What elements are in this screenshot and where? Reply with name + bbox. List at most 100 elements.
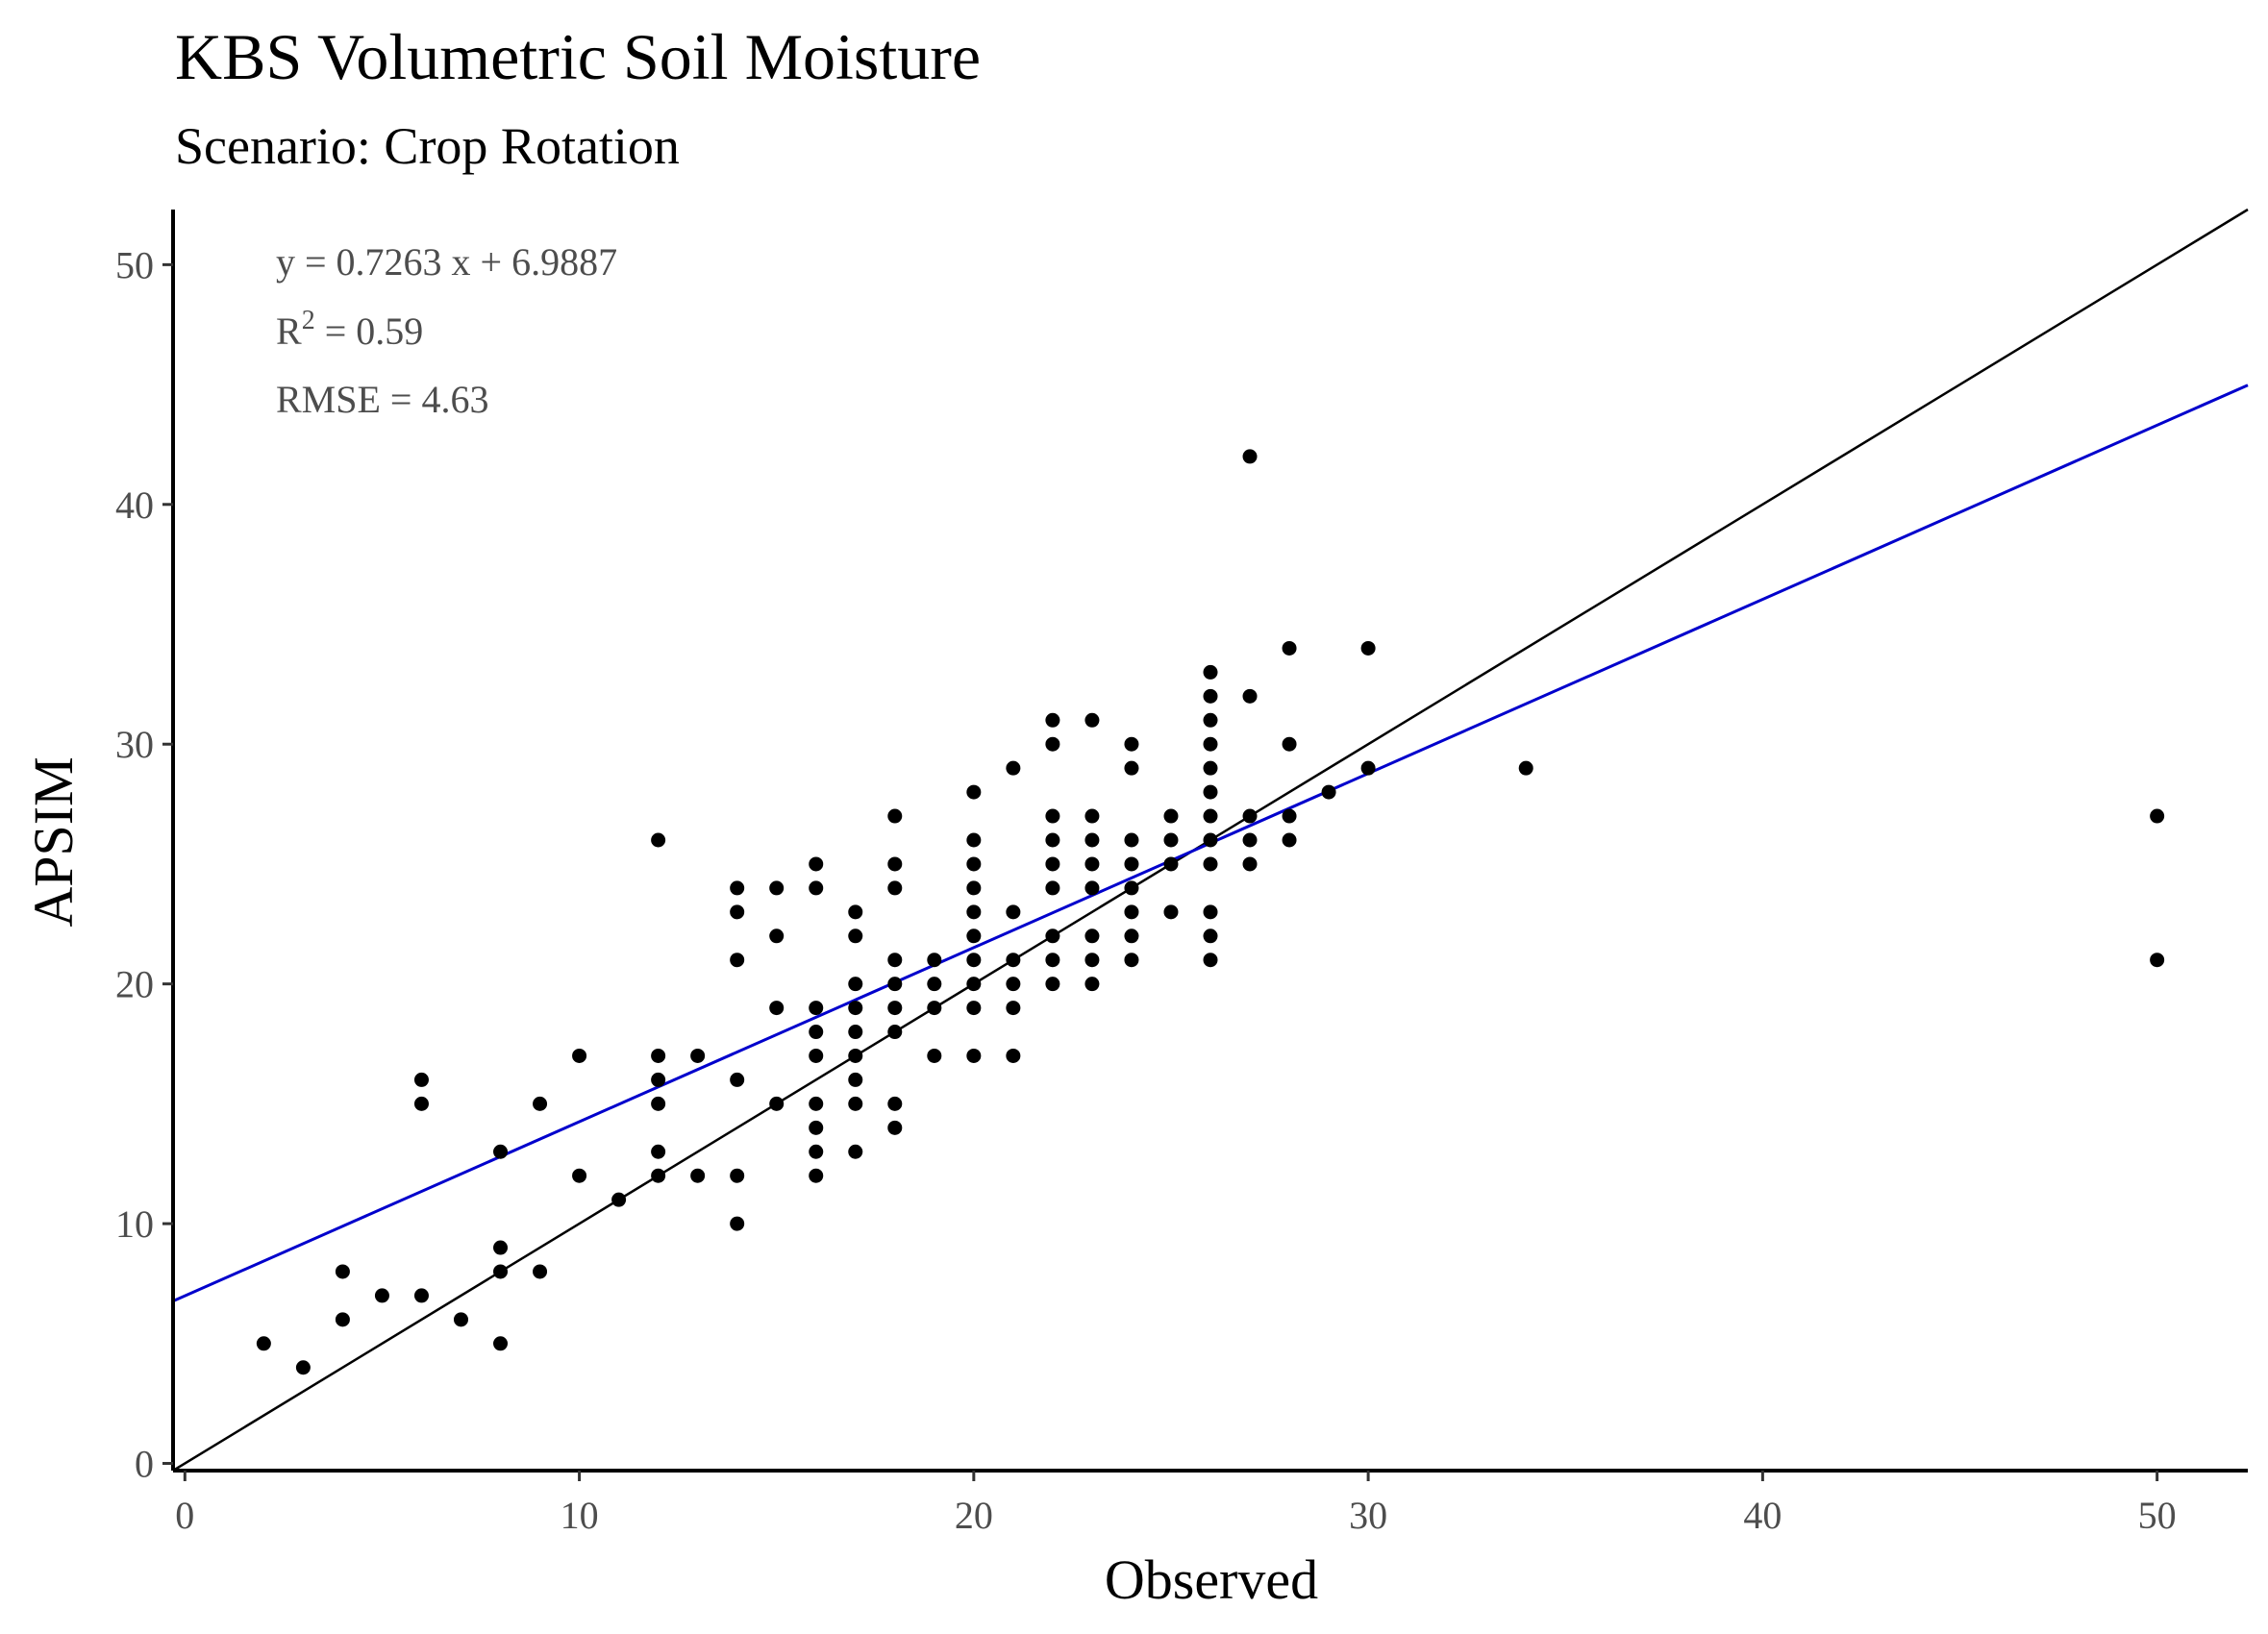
- data-point: [1084, 880, 1100, 896]
- x-tick-label: 30: [1349, 1494, 1387, 1537]
- data-point: [651, 1096, 666, 1111]
- y-tick-label: 30: [115, 723, 154, 766]
- data-point: [887, 1025, 903, 1040]
- data-point: [809, 1096, 824, 1111]
- y-tick-label: 50: [115, 243, 154, 286]
- data-point: [848, 1001, 863, 1016]
- data-point: [1084, 832, 1100, 848]
- data-point: [1084, 808, 1100, 824]
- data-point: [887, 953, 903, 968]
- data-points: [256, 449, 2165, 1375]
- data-point: [887, 1001, 903, 1016]
- data-point: [1045, 808, 1060, 824]
- data-point: [730, 1216, 745, 1231]
- data-point: [1203, 760, 1218, 776]
- data-point: [809, 856, 824, 872]
- data-point: [1124, 760, 1139, 776]
- data-point: [533, 1264, 548, 1279]
- data-point: [848, 1048, 863, 1063]
- data-point: [1006, 1048, 1021, 1063]
- data-point: [927, 1048, 942, 1063]
- data-point: [966, 880, 982, 896]
- data-point: [927, 953, 942, 968]
- data-point: [730, 880, 745, 896]
- chart-subtitle: Scenario: Crop Rotation: [175, 117, 680, 175]
- data-point: [769, 928, 785, 944]
- r-squared-label: R2 = 0.59: [276, 306, 423, 353]
- data-point: [1203, 904, 1218, 920]
- data-point: [1282, 736, 1297, 752]
- data-point: [887, 808, 903, 824]
- data-point: [335, 1312, 350, 1327]
- data-point: [1242, 449, 1258, 464]
- x-tick-label: 50: [2138, 1494, 2177, 1537]
- data-point: [493, 1144, 509, 1159]
- data-point: [493, 1264, 509, 1279]
- data-point: [572, 1048, 587, 1063]
- x-tick-label: 10: [561, 1494, 599, 1537]
- data-point: [848, 904, 863, 920]
- y-tick-label: 40: [115, 483, 154, 527]
- data-point: [848, 1025, 863, 1040]
- data-point: [1045, 928, 1060, 944]
- data-point: [1242, 688, 1258, 704]
- data-point: [1163, 856, 1179, 872]
- data-point: [1203, 928, 1218, 944]
- data-point: [690, 1168, 706, 1183]
- data-point: [887, 1096, 903, 1111]
- data-point: [809, 1025, 824, 1040]
- data-point: [1084, 712, 1100, 728]
- data-point: [809, 1168, 824, 1183]
- data-point: [1045, 832, 1060, 848]
- data-point: [1084, 953, 1100, 968]
- data-point: [1203, 712, 1218, 728]
- data-point: [1045, 736, 1060, 752]
- data-point: [848, 1144, 863, 1159]
- data-point: [1084, 856, 1100, 872]
- x-axis-ticks: 0 10 20 30 40 50: [175, 1471, 2177, 1537]
- data-point: [1124, 736, 1139, 752]
- data-point: [1006, 953, 1021, 968]
- data-point: [1006, 760, 1021, 776]
- data-point: [809, 880, 824, 896]
- data-point: [966, 977, 982, 992]
- data-point: [1242, 856, 1258, 872]
- y-axis-title: APSIM: [22, 756, 85, 927]
- data-point: [1203, 784, 1218, 800]
- x-tick-label: 40: [1743, 1494, 1782, 1537]
- data-point: [1163, 808, 1179, 824]
- data-point: [769, 1096, 785, 1111]
- data-point: [1242, 808, 1258, 824]
- data-point: [1203, 953, 1218, 968]
- data-point: [1203, 808, 1218, 824]
- data-point: [1242, 832, 1258, 848]
- data-point: [730, 1168, 745, 1183]
- data-point: [730, 904, 745, 920]
- x-axis-title: Observed: [1105, 1548, 1318, 1611]
- data-point: [1006, 904, 1021, 920]
- y-tick-label: 0: [135, 1443, 154, 1486]
- data-point: [1360, 640, 1376, 656]
- data-point: [1282, 832, 1297, 848]
- data-point: [848, 977, 863, 992]
- chart-title: KBS Volumetric Soil Moisture: [175, 20, 981, 93]
- data-point: [1321, 784, 1336, 800]
- data-point: [848, 1096, 863, 1111]
- x-tick-label: 0: [175, 1494, 194, 1537]
- data-point: [966, 856, 982, 872]
- y-tick-label: 20: [115, 963, 154, 1006]
- regression-equation: y = 0.7263 x + 6.9887: [276, 240, 617, 284]
- data-point: [1203, 688, 1218, 704]
- data-point: [769, 880, 785, 896]
- data-point: [1124, 856, 1139, 872]
- data-point: [413, 1096, 429, 1111]
- data-point: [651, 832, 666, 848]
- y-axis-ticks: 0 10 20 30 40 50: [115, 243, 173, 1486]
- data-point: [413, 1072, 429, 1087]
- data-point: [1045, 856, 1060, 872]
- data-point: [966, 1001, 982, 1016]
- data-point: [1045, 977, 1060, 992]
- data-point: [1163, 904, 1179, 920]
- data-point: [887, 1120, 903, 1135]
